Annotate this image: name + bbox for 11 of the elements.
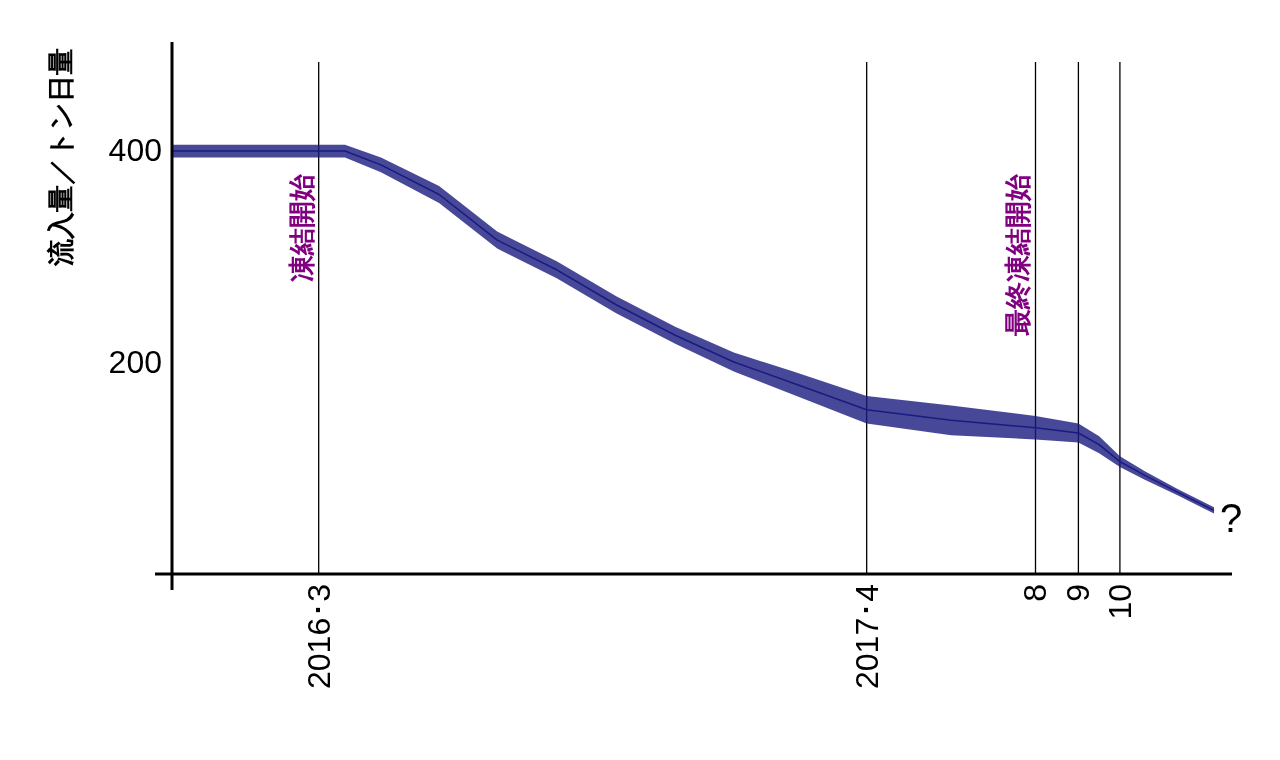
- x-tick-label: 8: [1017, 584, 1054, 602]
- ref-line-label: 凍結開始: [286, 174, 317, 282]
- x-tick-label: 2017･4: [848, 584, 885, 689]
- x-tick-label: 2016･3: [300, 584, 337, 689]
- x-tick-label: 10: [1101, 584, 1138, 620]
- annotation: ?: [1220, 496, 1243, 541]
- x-tick-label: 9: [1060, 584, 1097, 602]
- y-tick-label: 400: [108, 132, 162, 168]
- y-tick-label: 200: [108, 344, 162, 380]
- y-axis-title: 流入量／トン日量: [46, 48, 76, 267]
- ref-line-label: 最終凍結開始: [1003, 174, 1034, 337]
